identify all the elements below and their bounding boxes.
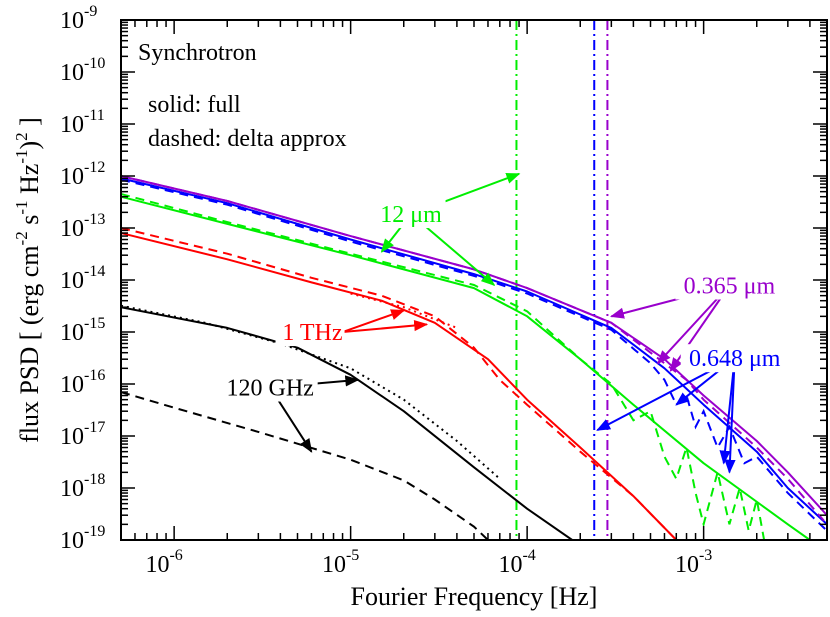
arrow-0-365-um-2: [669, 284, 731, 372]
annotation-legend-solid: solid: full: [148, 92, 241, 118]
plot-curves: [121, 20, 827, 540]
curve-dotted-1-thz: [350, 292, 458, 329]
annotation-title: Synchrotron: [138, 40, 257, 66]
curve-label-1-thz: 1 THz: [282, 320, 342, 346]
y-tick-label: 10-12: [60, 159, 105, 190]
y-tick-label: 10-13: [60, 211, 105, 242]
curve-delta-12-um: [121, 193, 766, 540]
x-axis-title: Fourier Frequency [Hz]: [351, 582, 598, 611]
y-tick-label: 10-11: [60, 107, 105, 138]
y-tick-label: 10-9: [60, 3, 97, 34]
curve-full-0-648-um: [121, 177, 827, 526]
curve-label-0-365-um: 0.365 μm: [684, 274, 776, 300]
plot-axes: 10-6 10-5 10-4 10-3 10-19 10-18 10-17 10-16 10-1…: [12, 3, 828, 611]
x-tick-label: 10-4: [498, 547, 535, 578]
arrow-1-thz-1: [342, 319, 429, 334]
x-tick-label: 10-3: [675, 547, 712, 578]
label-bg-120-ghz: [222, 373, 318, 402]
y-tick-label: 10-19: [60, 523, 105, 554]
arrow-0-648-um-3: [724, 358, 736, 474]
arrow-1-thz-0: [342, 309, 406, 333]
y-tick-label: 10-16: [60, 367, 105, 398]
curve-dotted-120-ghz: [121, 304, 501, 480]
x-tick-label: 10-6: [145, 547, 182, 578]
y-tick-label: 10-15: [60, 315, 105, 346]
label-bg-0-365-um: [675, 271, 784, 300]
curve-label-120-ghz: 120 GHz: [226, 376, 313, 402]
y-tick-label: 10-14: [60, 263, 105, 294]
plot-annotations: 12 μm 1 THz 120 GHz 0.365 μm 0.648 μm Synchro…: [138, 40, 789, 474]
y-tick-label: 10-10: [60, 55, 105, 86]
annotation-legend-dashed: dashed: delta approx: [148, 126, 347, 152]
y-axis-title: flux PSD [ (erg cm-2 s-1 Hz-1)2 ]: [12, 117, 44, 443]
label-bg-0-648-um: [680, 344, 789, 373]
y-tick-label: 10-17: [60, 419, 105, 450]
curve-full-1-thz: [121, 232, 678, 540]
x-tick-label: 10-5: [322, 547, 359, 578]
label-bg-1-thz: [275, 318, 345, 347]
curve-delta-0-365-um: [121, 175, 827, 525]
arrow-0-648-um-2: [719, 358, 736, 465]
curve-full-12-um: [121, 195, 811, 540]
curve-label-12-um: 12 μm: [380, 202, 442, 228]
curve-label-0-648-um: 0.648 μm: [689, 346, 781, 372]
y-tick-label: 10-18: [60, 471, 105, 502]
label-bg-12-um: [376, 200, 446, 229]
curve-delta-1-thz: [121, 227, 678, 540]
